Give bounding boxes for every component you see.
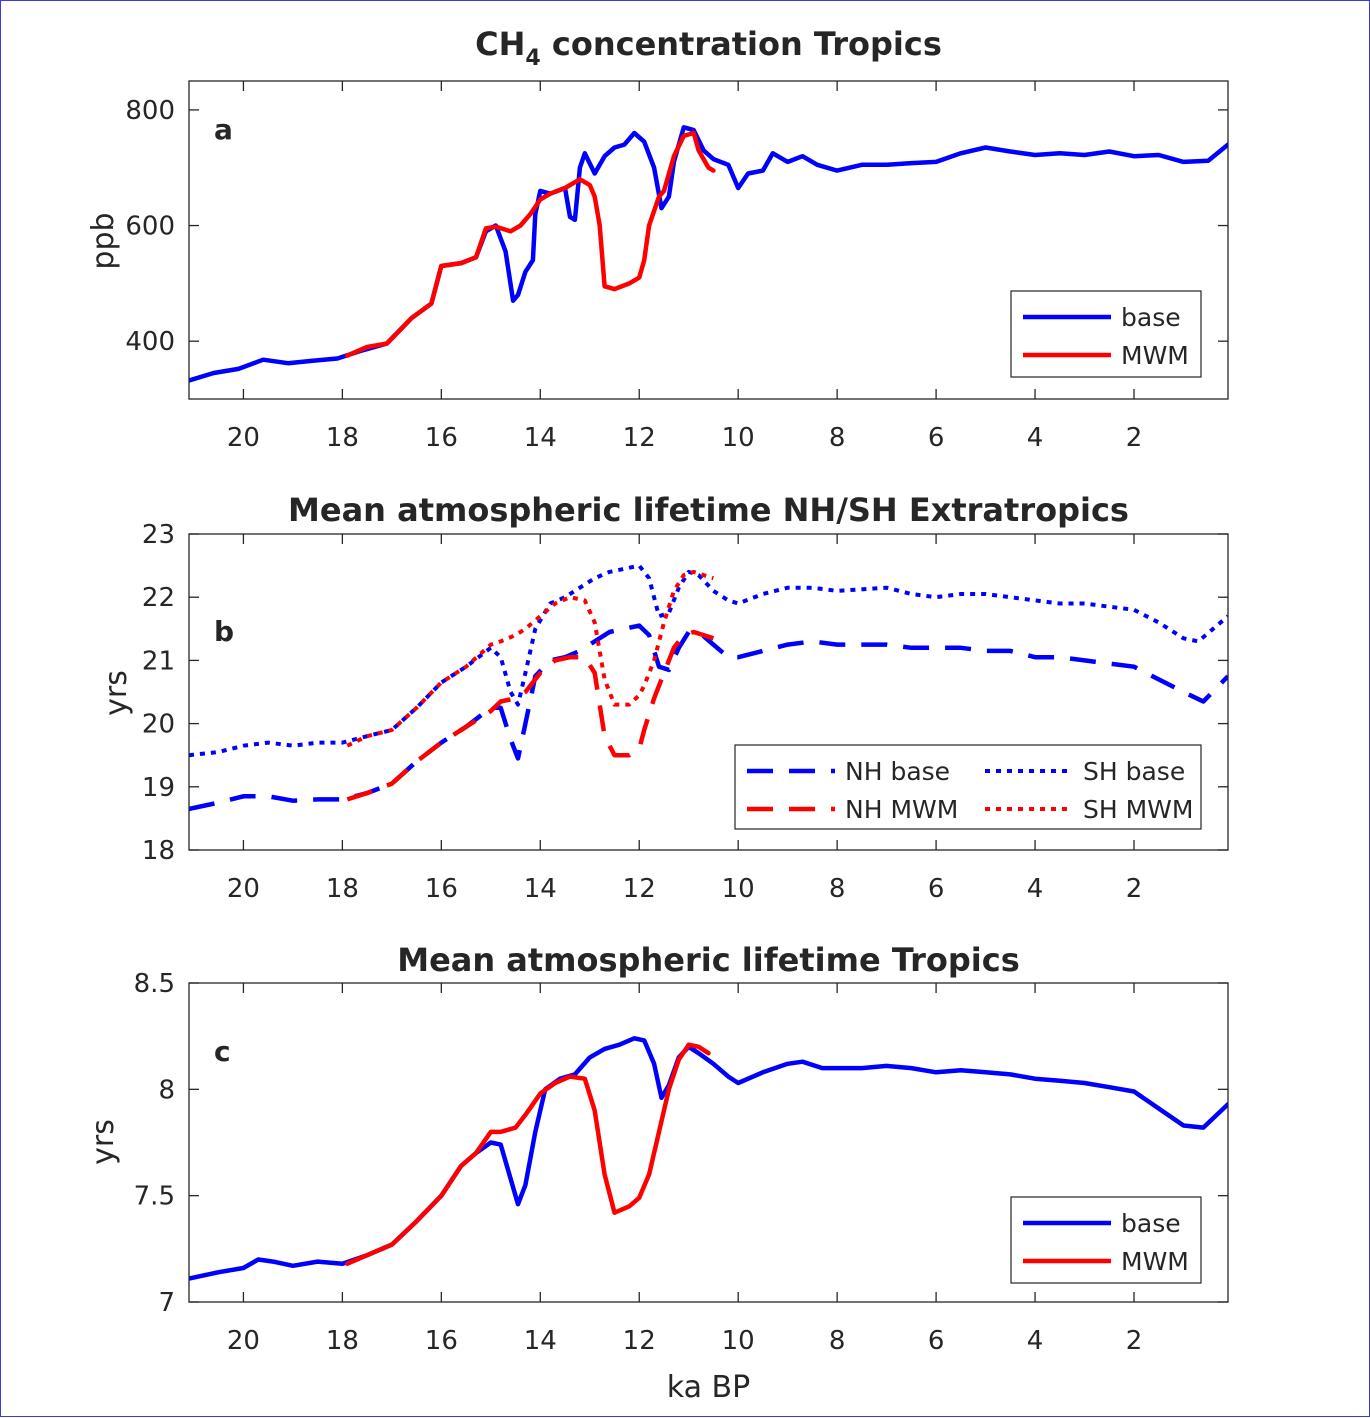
y-tick-label: 18 bbox=[142, 836, 175, 866]
series-line-nh-base bbox=[189, 623, 1228, 812]
y-tick-label: 22 bbox=[142, 583, 175, 613]
y-tick-label: 23 bbox=[142, 520, 175, 550]
x-tick-label: 16 bbox=[425, 1326, 458, 1356]
y-axis-label: yrs bbox=[86, 1119, 121, 1165]
chart-title: Mean atmospheric lifetime NH/SH Extratro… bbox=[288, 491, 1129, 529]
x-tick-label: 18 bbox=[326, 423, 359, 453]
series-group bbox=[189, 563, 1228, 812]
x-tick-label: 8 bbox=[829, 1326, 846, 1356]
x-tick-label: 10 bbox=[722, 1326, 755, 1356]
legend: base MWM bbox=[1010, 1196, 1202, 1284]
x-tick-label: 16 bbox=[425, 423, 458, 453]
title-main: CH bbox=[475, 25, 525, 63]
x-tick-label: 14 bbox=[524, 423, 557, 453]
series-line-mwm bbox=[345, 130, 716, 358]
y-tick-label: 20 bbox=[142, 710, 175, 740]
y-axis-label: yrs bbox=[99, 670, 134, 716]
x-tick-label: 2 bbox=[1126, 874, 1143, 904]
x-tick-label: 12 bbox=[623, 423, 656, 453]
y-tick-label: 8.5 bbox=[134, 969, 175, 999]
x-tick-label: 20 bbox=[227, 1326, 260, 1356]
panel-b: Mean atmospheric lifetime NH/SH Extratro… bbox=[99, 491, 1229, 904]
axes-box bbox=[188, 533, 1229, 851]
x-tick-label: 6 bbox=[928, 423, 945, 453]
x-tick-label: 4 bbox=[1027, 1326, 1044, 1356]
title-rest: concentration Tropics bbox=[541, 25, 942, 63]
legend-label: NH MWM bbox=[845, 795, 958, 824]
x-tick-label: 2 bbox=[1126, 423, 1143, 453]
legend-box bbox=[1010, 1196, 1202, 1284]
x-tick-label: 12 bbox=[623, 874, 656, 904]
legend-label: MWM bbox=[1121, 341, 1189, 370]
x-tick-label: 14 bbox=[524, 874, 557, 904]
series-line-nh-mwm bbox=[346, 629, 715, 802]
x-tick-label: 4 bbox=[1027, 874, 1044, 904]
x-tick-label: 18 bbox=[326, 874, 359, 904]
y-tick-label: 21 bbox=[142, 646, 175, 676]
legend-box bbox=[734, 744, 1202, 830]
x-tick-label: 10 bbox=[722, 874, 755, 904]
x-tick-label: 14 bbox=[524, 1326, 557, 1356]
chart-title: Mean atmospheric lifetime Tropics bbox=[397, 941, 1020, 979]
legend-box bbox=[1010, 290, 1202, 378]
legend-label: base bbox=[1121, 1209, 1181, 1238]
series-line-sh-base bbox=[189, 563, 1228, 758]
x-tick-label: 4 bbox=[1027, 423, 1044, 453]
legend: NH base NH MWM SH base SH MWM bbox=[734, 744, 1202, 830]
panel-label: a bbox=[214, 113, 233, 146]
x-tick-label: 18 bbox=[326, 1326, 359, 1356]
series-group bbox=[189, 1036, 1228, 1281]
y-axis-label: ppb bbox=[86, 212, 121, 269]
x-tick-label: 16 bbox=[425, 874, 458, 904]
chart-title: CH4 concentration Tropics bbox=[475, 25, 942, 71]
title-subscript: 4 bbox=[525, 46, 540, 71]
panel-label: b bbox=[214, 615, 234, 648]
panel-c: Mean atmospheric lifetime Tropics 20 18 16 1… bbox=[86, 941, 1229, 1405]
x-tick-label: 8 bbox=[829, 874, 846, 904]
panel-label: c bbox=[214, 1035, 231, 1068]
legend: base MWM bbox=[1010, 290, 1202, 378]
legend-label: base bbox=[1121, 303, 1181, 332]
axes-box bbox=[188, 982, 1229, 1303]
x-axis-label: ka BP bbox=[667, 1370, 750, 1405]
y-tick-label: 19 bbox=[142, 773, 175, 803]
y-tick-label: 600 bbox=[125, 212, 175, 242]
axes-box bbox=[188, 80, 1229, 400]
legend-label: SH base bbox=[1083, 757, 1185, 786]
y-tick-label: 800 bbox=[125, 96, 175, 126]
x-tick-label: 20 bbox=[227, 874, 260, 904]
legend-label: SH MWM bbox=[1083, 795, 1193, 824]
x-tick-label: 2 bbox=[1126, 1326, 1143, 1356]
series-line-mwm bbox=[345, 1042, 711, 1266]
y-tick-label: 7.5 bbox=[134, 1182, 175, 1212]
x-tick-label: 20 bbox=[227, 423, 260, 453]
x-tick-label: 10 bbox=[722, 423, 755, 453]
y-tick-label: 8 bbox=[158, 1075, 175, 1105]
x-tick-label: 6 bbox=[928, 1326, 945, 1356]
y-tick-label: 400 bbox=[125, 327, 175, 357]
x-tick-label: 6 bbox=[928, 874, 945, 904]
y-tick-label: 7 bbox=[158, 1288, 175, 1318]
series-line-sh-mwm bbox=[346, 569, 715, 748]
legend-label: NH base bbox=[845, 757, 950, 786]
x-tick-label: 12 bbox=[623, 1326, 656, 1356]
legend-label: MWM bbox=[1121, 1247, 1189, 1276]
series-group bbox=[189, 125, 1228, 383]
x-tick-label: 8 bbox=[829, 423, 846, 453]
